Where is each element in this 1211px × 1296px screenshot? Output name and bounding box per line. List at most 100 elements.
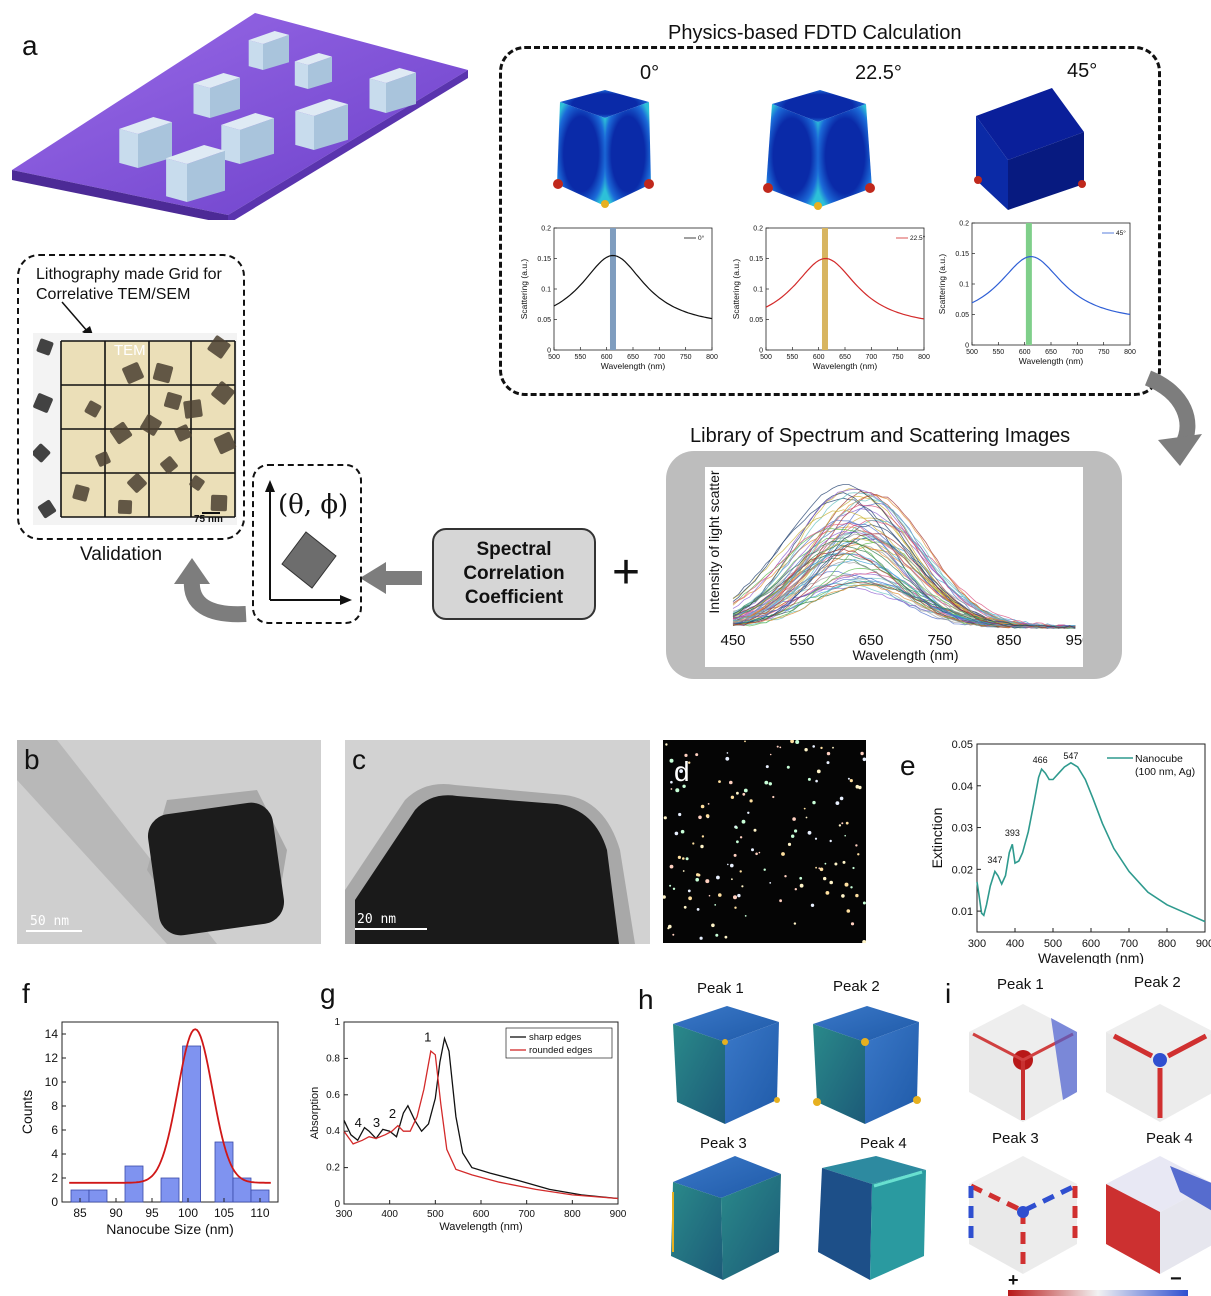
litho-nanocube bbox=[95, 451, 111, 467]
cube-face bbox=[119, 128, 138, 168]
panel-label-d: d bbox=[674, 756, 690, 787]
x-tick-label: 600 bbox=[1019, 349, 1031, 356]
scatter-spot bbox=[663, 895, 666, 899]
scatter-spot bbox=[819, 867, 824, 872]
curved-arrow-up bbox=[174, 558, 247, 623]
scatter-spot bbox=[753, 828, 757, 832]
x-tick-label: 600 bbox=[813, 354, 825, 361]
y-tick-label: 0.15 bbox=[749, 256, 763, 263]
x-tick-label: 500 bbox=[548, 354, 560, 361]
litho-nanocube bbox=[183, 399, 203, 419]
marker-band bbox=[821, 228, 828, 350]
x-axis-label: Wavelength (nm) bbox=[852, 647, 958, 663]
x-tick-label: 600 bbox=[601, 354, 613, 361]
scatter-spot bbox=[815, 779, 818, 783]
scatter-spot bbox=[765, 765, 769, 769]
y-tick-label: 0.05 bbox=[537, 317, 551, 324]
litho-nanocube bbox=[207, 335, 231, 359]
scatter-spot bbox=[832, 746, 834, 749]
scatter-spot bbox=[781, 852, 785, 856]
y-tick-label: 0.15 bbox=[537, 256, 551, 263]
scatter-spot bbox=[716, 875, 720, 880]
x-tick-label: 90 bbox=[109, 1206, 123, 1220]
scatter-spot bbox=[816, 769, 821, 774]
library-title: Library of Spectrum and Scattering Image… bbox=[690, 425, 1071, 447]
peak-label: 2 bbox=[389, 1106, 396, 1121]
cube-face bbox=[263, 34, 289, 70]
fdtd-chart-45: 500 550 600 650 700 750 800 0 0.05 0.1 0.15 0.2 Wave… bbox=[937, 221, 1136, 367]
scatter-spot bbox=[675, 788, 680, 793]
x-tick-label: 110 bbox=[250, 1206, 269, 1220]
angle-label-0: 0° bbox=[640, 62, 660, 84]
scattering-curve bbox=[765, 257, 925, 320]
cube-face bbox=[294, 53, 332, 65]
litho-nanocube bbox=[36, 338, 54, 356]
plot-frame bbox=[971, 222, 1131, 346]
cube-face bbox=[314, 104, 348, 150]
scatter-spot bbox=[733, 853, 737, 857]
extinction-chart: 300 400 500 600 700 800 900 0.01 0.02 0.03 0.04 0.0… bbox=[929, 739, 1211, 964]
validation-caption: Validation bbox=[80, 544, 163, 565]
litho-nanocube bbox=[37, 499, 57, 519]
y-tick-label: 0.03 bbox=[952, 823, 973, 835]
cube-face bbox=[221, 113, 274, 130]
scatter-spot bbox=[700, 804, 705, 809]
scatter-spot bbox=[688, 896, 692, 901]
scatter-spot bbox=[742, 792, 746, 796]
x-tick-label: 550 bbox=[786, 354, 798, 361]
histogram-bar bbox=[182, 1045, 202, 1203]
x-tick-label: 400 bbox=[381, 1209, 398, 1220]
scatter-spot bbox=[776, 745, 779, 748]
scatter-spot bbox=[733, 895, 737, 900]
legend-box bbox=[505, 1027, 613, 1059]
h-cube-peak2 bbox=[813, 1006, 921, 1124]
panel-label-f: f bbox=[22, 978, 30, 1009]
scatter-spot bbox=[731, 878, 733, 881]
scatter-spot bbox=[829, 880, 833, 885]
x-tick-label: 800 bbox=[564, 1209, 581, 1220]
y-tick-label: 0.2 bbox=[959, 221, 969, 228]
scc-line1: Spectral bbox=[476, 539, 552, 560]
scatter-spot bbox=[779, 899, 782, 903]
nanocube-group bbox=[119, 31, 416, 202]
scatter-spot bbox=[695, 877, 699, 882]
x-axis-label: Wavelength (nm) bbox=[601, 361, 666, 371]
litho-grid-image bbox=[33, 333, 237, 525]
scatter-spot bbox=[707, 803, 710, 805]
h-peak4-label: Peak 4 bbox=[860, 1135, 907, 1152]
scatter-spot bbox=[846, 909, 851, 913]
angle-label-22: 22.5° bbox=[855, 62, 902, 84]
cube-face bbox=[187, 150, 225, 202]
absorption-curve bbox=[343, 1049, 619, 1200]
x-tick-label: 400 bbox=[1006, 938, 1024, 950]
x-tick-label: 650 bbox=[1045, 349, 1057, 356]
scatter-spot bbox=[724, 935, 728, 939]
y-tick-label: 10 bbox=[45, 1075, 59, 1089]
scatter-spot bbox=[812, 745, 815, 748]
scatter-spot bbox=[784, 875, 787, 878]
scatter-spot bbox=[669, 758, 674, 763]
y-tick-label: 0.15 bbox=[955, 251, 969, 258]
scatter-spot bbox=[844, 882, 849, 887]
litho-nanocube bbox=[122, 362, 144, 384]
y-tick-label: 4 bbox=[51, 1147, 58, 1161]
scatter-spot bbox=[679, 769, 683, 773]
x-tick-label: 900 bbox=[1196, 938, 1211, 950]
scatter-spot bbox=[825, 891, 830, 895]
scatter-spot bbox=[688, 761, 691, 764]
y-tick-label: 0.1 bbox=[959, 282, 969, 289]
litho-scale-text: 75 nm bbox=[194, 514, 223, 525]
scatter-spot bbox=[696, 873, 700, 877]
scatter-spot bbox=[793, 922, 797, 925]
scatter-spot bbox=[736, 840, 739, 844]
colorbar bbox=[1008, 1290, 1188, 1296]
litho-nanocube bbox=[84, 400, 102, 418]
scatter-spot bbox=[663, 816, 667, 820]
x-tick-label: 85 bbox=[73, 1206, 87, 1220]
scc-line3: Coefficient bbox=[464, 587, 564, 608]
gaussian-fit bbox=[69, 1028, 271, 1184]
scatter-spot bbox=[772, 795, 775, 799]
scatter-spot bbox=[792, 817, 796, 821]
scatter-spot bbox=[857, 853, 860, 856]
scatter-spot bbox=[682, 784, 686, 788]
